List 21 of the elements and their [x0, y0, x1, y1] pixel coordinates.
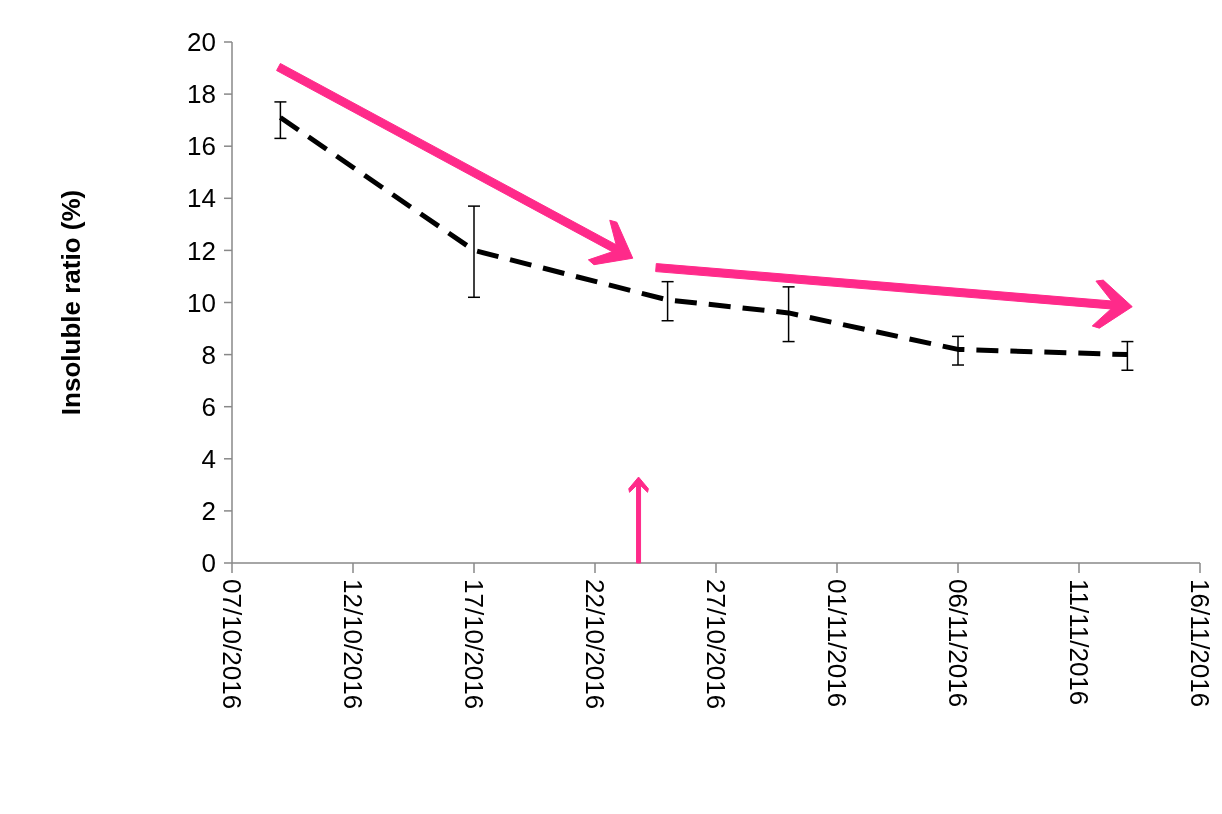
y-tick-label: 6	[201, 391, 216, 422]
y-tick-label: 16	[187, 131, 216, 162]
y-tick-label: 4	[201, 443, 216, 474]
y-tick-label: 18	[187, 79, 216, 110]
y-axis-title: Insoluble ratio (%)	[56, 189, 86, 416]
y-tick-label: 14	[187, 183, 216, 214]
y-tick-label: 8	[201, 339, 216, 370]
y-tick-label: 12	[187, 235, 216, 266]
y-tick-label: 0	[201, 548, 216, 579]
x-tick-label: 22/10/2016	[579, 579, 610, 710]
x-tick-label: 17/10/2016	[458, 579, 489, 710]
x-tick-label: 01/11/2016	[821, 579, 852, 708]
x-tick-label: 27/10/2016	[700, 579, 731, 710]
x-tick-label: 12/10/2016	[337, 579, 368, 710]
y-tick-label: 10	[187, 287, 216, 318]
x-tick-label: 11/11/2016	[1063, 579, 1094, 706]
x-tick-label: 16/11/2016	[1184, 579, 1215, 708]
x-tick-label: 06/11/2016	[942, 579, 973, 708]
x-tick-label: 07/10/2016	[216, 579, 247, 710]
y-tick-label: 20	[187, 27, 216, 58]
y-tick-label: 2	[201, 496, 216, 526]
